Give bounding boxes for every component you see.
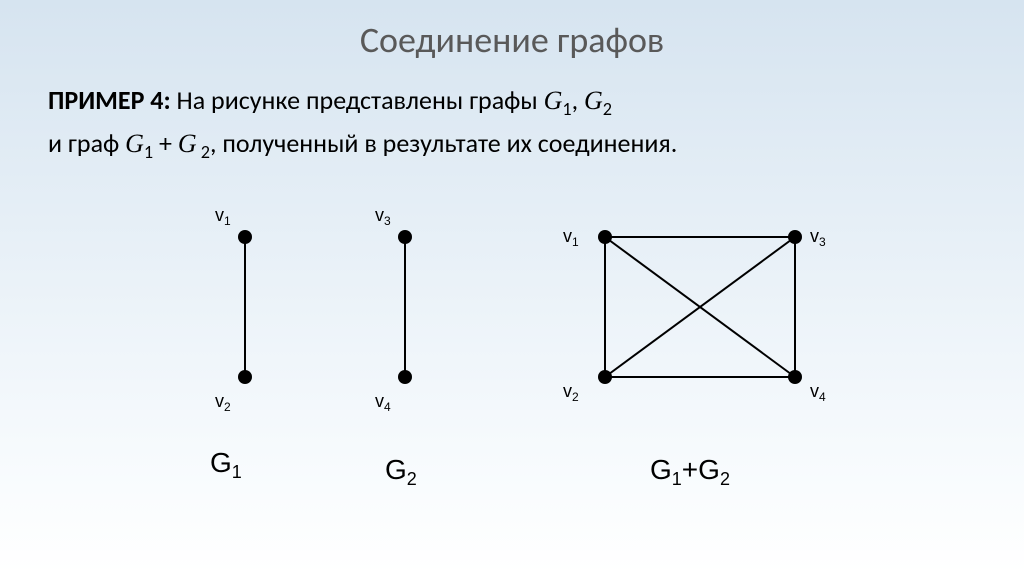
caption-g1-plus-g2: G1+G2 <box>650 454 730 489</box>
diagram-area: v1 v2 G1 v3 v4 G2 v1 v3 v2 v4 G1+G2 <box>0 167 1024 527</box>
sym-gpa-sub: 1 <box>144 142 153 164</box>
vertex-v4 <box>788 370 802 384</box>
comma: , <box>572 84 584 116</box>
vertex-v2 <box>238 370 252 384</box>
vertex-v4 <box>398 370 412 384</box>
vertex-label-v3: v3 <box>375 205 391 228</box>
vertex-v3 <box>788 230 802 244</box>
vertex-label-v2: v2 <box>563 381 579 404</box>
vertex-v3 <box>398 230 412 244</box>
vertex-label-v3: v3 <box>810 226 826 249</box>
vertex-label-v4: v4 <box>375 391 391 414</box>
vertex-label-v2: v2 <box>215 391 231 414</box>
vertex-v1 <box>238 230 252 244</box>
example-label: ПРИМЕР 4: <box>48 84 171 116</box>
sym-g1: G <box>544 86 563 115</box>
sym-gpa: G <box>125 129 144 158</box>
sym-g2: G <box>584 86 603 115</box>
graph-g2: v3 v4 G2 <box>345 197 545 517</box>
vertex-label-v1: v1 <box>215 205 231 228</box>
graph-g1: v1 v2 G1 <box>155 197 355 517</box>
caption-g1: G1 <box>210 447 242 482</box>
text-1a: На рисунке представлены графы <box>171 84 544 116</box>
sym-g2-sub: 2 <box>603 98 612 120</box>
sym-gpb-sub: 2 <box>197 142 210 164</box>
caption-g2: G2 <box>385 454 417 489</box>
vertex-v1 <box>598 230 612 244</box>
example-text: ПРИМЕР 4: На рисунке представлены графы … <box>0 62 1024 167</box>
graph-g1-plus-g2: v1 v3 v2 v4 G1+G2 <box>545 197 885 517</box>
text-2a: и граф <box>48 127 125 159</box>
plus: + <box>153 127 178 159</box>
slide-title: Соединение графов <box>0 0 1024 62</box>
vertex-label-v4: v4 <box>810 381 826 404</box>
sym-gpb: G <box>178 129 197 158</box>
vertex-label-v1: v1 <box>563 226 579 249</box>
text-2b: , полученный в результате их соединения. <box>210 127 677 159</box>
sym-g1-sub: 1 <box>562 98 571 120</box>
vertex-v2 <box>598 370 612 384</box>
